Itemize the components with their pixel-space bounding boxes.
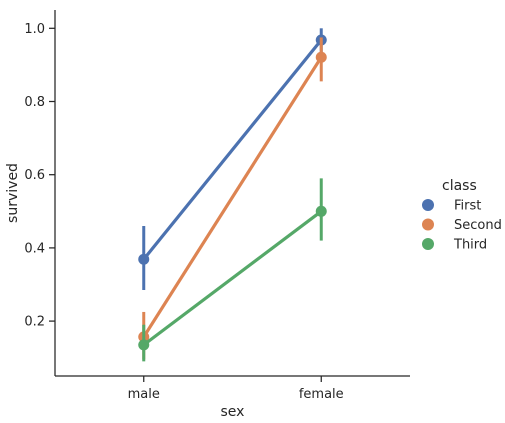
- legend-items: First Second Third: [422, 199, 502, 253]
- legend-marker: [422, 238, 434, 250]
- y-tick-label: 0.4: [24, 241, 45, 256]
- series-first: [138, 28, 327, 290]
- y-tick-label: 0.6: [24, 168, 45, 183]
- x-tick-label-male: male: [128, 387, 160, 402]
- y-tick-label: 0.2: [24, 315, 45, 330]
- point-second-female: [315, 51, 327, 63]
- legend-label: Second: [454, 218, 502, 233]
- legend-item-first: First: [422, 199, 481, 214]
- series-line-second: [142, 56, 323, 338]
- legend: class First Second Third: [422, 178, 502, 253]
- series-third: [138, 178, 327, 362]
- point-third-male: [138, 339, 150, 351]
- legend-label: First: [454, 199, 481, 214]
- series-layer: [138, 28, 327, 362]
- y-ticks: 0.2 0.4 0.6 0.8 1.0: [24, 22, 55, 330]
- legend-item-second: Second: [422, 218, 502, 233]
- x-axis-label: sex: [221, 404, 245, 420]
- x-ticks: male female: [128, 376, 344, 402]
- legend-marker: [422, 218, 434, 231]
- legend-label: Third: [453, 238, 487, 253]
- series-line-first: [142, 39, 323, 261]
- y-tick-label: 0.8: [24, 95, 45, 110]
- series-second: [138, 37, 327, 360]
- legend-item-third: Third: [422, 238, 487, 253]
- point-first-male: [138, 253, 150, 265]
- x-tick-label-female: female: [299, 387, 344, 402]
- y-tick-label: 1.0: [24, 22, 45, 37]
- y-axis-label: survived: [5, 163, 21, 223]
- legend-title: class: [442, 178, 477, 194]
- point-third-female: [315, 205, 327, 217]
- axes: 0.2 0.4 0.6 0.8 1.0 male female: [24, 10, 410, 402]
- series-line-third: [142, 210, 323, 347]
- legend-marker: [422, 199, 434, 211]
